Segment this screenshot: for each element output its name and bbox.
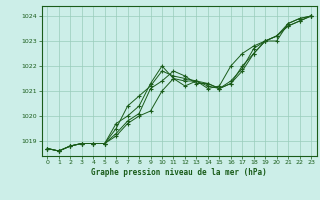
X-axis label: Graphe pression niveau de la mer (hPa): Graphe pression niveau de la mer (hPa) — [91, 168, 267, 177]
